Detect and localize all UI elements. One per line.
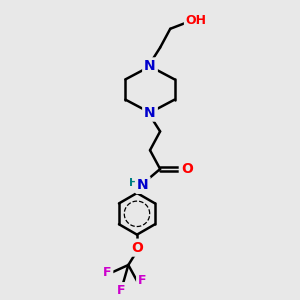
Text: N: N [137,178,148,192]
Text: F: F [103,266,112,279]
Text: N: N [144,59,156,74]
Text: N: N [144,106,156,120]
Text: F: F [138,274,146,287]
Text: O: O [131,241,143,255]
Text: F: F [117,284,125,297]
Text: H: H [129,178,138,188]
Text: O: O [181,162,193,176]
Text: OH: OH [186,14,207,27]
